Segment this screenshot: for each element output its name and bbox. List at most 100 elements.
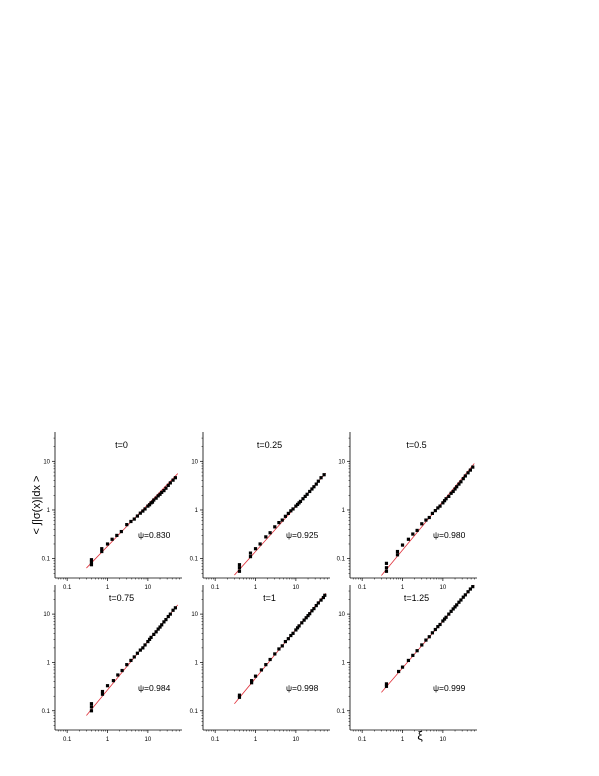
data-point	[308, 612, 312, 616]
data-point	[461, 595, 465, 599]
data-point	[154, 496, 158, 500]
data-point	[304, 616, 308, 620]
data-point	[427, 635, 431, 639]
psi-annotation: ψ=0.998	[286, 683, 319, 693]
data-point	[162, 620, 166, 624]
data-point	[268, 657, 272, 662]
y-tick-label: 0.1	[42, 557, 51, 563]
psi-annotation: ψ=0.925	[286, 530, 319, 540]
data-point	[152, 632, 156, 637]
data-point	[455, 485, 459, 489]
data-point	[168, 612, 172, 616]
y-tick-label: 0.1	[190, 557, 199, 563]
data-point	[162, 489, 166, 493]
data-point	[119, 529, 123, 534]
y-tick-label: 10	[191, 612, 198, 618]
x-tick-label: 10	[145, 585, 152, 591]
data-point	[89, 702, 94, 706]
data-point	[291, 631, 295, 635]
data-point	[250, 679, 254, 683]
data-point	[143, 507, 147, 511]
y-tick-label: 0.1	[190, 709, 199, 715]
psi-annotation: ψ=0.980	[433, 530, 466, 540]
data-point	[395, 553, 400, 557]
data-point	[152, 498, 156, 502]
panel-title: t=0	[115, 440, 128, 450]
data-point	[259, 668, 264, 672]
panel-title: t=0.5	[406, 440, 426, 450]
data-point	[457, 600, 461, 604]
data-point	[289, 633, 293, 638]
data-point	[277, 647, 281, 651]
data-point	[100, 689, 105, 694]
fit-line	[381, 463, 475, 576]
data-point	[89, 705, 94, 709]
data-point	[453, 605, 457, 609]
data-point	[237, 693, 242, 697]
y-tick-label: 0.1	[337, 557, 346, 563]
data-point	[248, 555, 253, 559]
data-point	[395, 549, 400, 554]
data-point	[384, 561, 389, 565]
y-tick-label: 0.1	[337, 709, 346, 715]
data-point	[411, 532, 415, 536]
data-point	[436, 506, 440, 510]
panel-6: 0.1 0.1 1 1 10 10 t=1.25 ψ=0.999	[337, 584, 477, 743]
x-tick-label: 10	[293, 737, 300, 743]
panel-title: t=1.25	[404, 593, 429, 603]
data-point	[158, 625, 162, 629]
panel-5: 0.1 0.1 1 1 10 10 t=1 ψ=0.998	[190, 585, 330, 743]
y-tick-label: 1	[195, 508, 199, 514]
data-point	[406, 658, 411, 663]
data-point	[449, 609, 453, 613]
data-point	[149, 635, 153, 639]
data-point	[433, 509, 437, 513]
data-point	[436, 625, 440, 629]
y-tick-label: 1	[47, 508, 51, 514]
data-point	[455, 603, 459, 607]
data-point	[89, 560, 94, 564]
data-point	[147, 503, 152, 507]
data-point	[447, 494, 451, 499]
data-point	[111, 679, 116, 683]
psi-annotation: ψ=0.999	[433, 683, 466, 693]
data-point	[298, 499, 303, 503]
y-tick-label: 10	[191, 459, 198, 465]
data-point	[424, 518, 428, 522]
x-axis-label: ξ	[417, 729, 423, 743]
data-point	[253, 547, 258, 551]
data-point	[146, 504, 150, 508]
panel-title: t=0.25	[257, 440, 282, 450]
data-point	[411, 653, 415, 657]
data-point	[147, 637, 152, 641]
data-point	[125, 663, 129, 667]
data-point	[438, 504, 442, 508]
x-tick-label: 1	[106, 585, 110, 591]
data-point	[164, 486, 168, 490]
panel-1: 0.1 0.1 1 1 10 10 t=0 ψ=0.830	[42, 432, 182, 591]
data-point	[138, 648, 142, 652]
data-point	[168, 481, 172, 485]
data-point	[302, 618, 306, 622]
data-point	[138, 511, 142, 515]
x-tick-label: 10	[293, 585, 300, 591]
data-point	[424, 638, 428, 642]
data-point	[310, 609, 314, 613]
data-point	[459, 598, 463, 602]
x-tick-label: 0.1	[211, 737, 220, 743]
y-tick-label: 1	[47, 660, 51, 666]
panel-title: t=0.75	[109, 593, 134, 603]
data-point	[291, 507, 295, 511]
data-point	[321, 595, 325, 600]
data-point	[294, 628, 298, 632]
data-point	[160, 623, 164, 627]
y-tick-label: 10	[43, 612, 50, 618]
panels-group: 0.1 0.1 1 1 10 10 t=0 ψ=0.830 0.1 0.1 1 1 10 10 t=0.25…	[42, 432, 477, 743]
data-point	[132, 517, 136, 521]
y-tick-label: 0.1	[42, 709, 51, 715]
data-point	[444, 615, 448, 619]
data-point	[441, 501, 445, 505]
data-point	[301, 497, 305, 501]
data-point	[294, 504, 298, 508]
